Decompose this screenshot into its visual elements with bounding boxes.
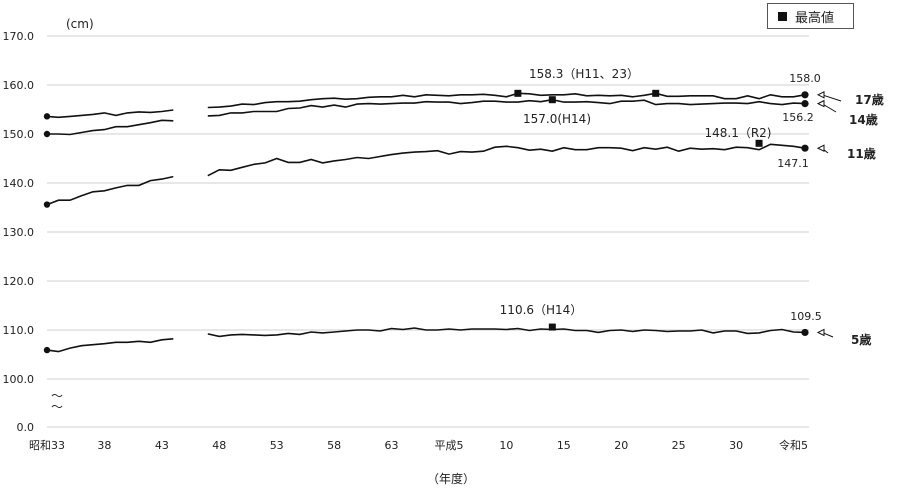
series-pointer-arrowhead	[816, 144, 825, 153]
max-value-label: 148.1（R2)	[704, 126, 771, 140]
series-name-label: 17歳	[855, 92, 884, 107]
x-tick-label: 平成5	[434, 439, 463, 452]
end-point	[801, 144, 809, 152]
series-11歳	[43, 139, 809, 208]
x-tick-label: 53	[270, 439, 284, 452]
end-value-label: 156.2	[782, 111, 814, 124]
y-tick-label: 150.0	[3, 128, 35, 141]
max-marker	[514, 89, 522, 97]
end-point	[801, 328, 809, 337]
max-marker	[548, 323, 556, 331]
x-tick-label: 48	[212, 439, 226, 452]
legend-label: 最高値	[795, 10, 835, 26]
y-tick-label: 120.0	[3, 275, 35, 288]
series-name-label: 14歳	[849, 112, 878, 127]
y-tick-labels: 0.0 100.0 110.0 120.0 130.0 140.0 150.0 160.0 17…	[3, 30, 35, 434]
y-tick-label: 170.0	[3, 30, 35, 43]
max-value-label: 158.3（H11、23）	[529, 67, 639, 81]
x-tick-label: 58	[327, 439, 341, 452]
series-line	[207, 327, 806, 338]
max-marker	[755, 139, 763, 147]
max-marker	[652, 89, 660, 97]
x-axis-label: （年度）	[427, 471, 475, 486]
series-line	[46, 175, 174, 206]
series-line	[47, 119, 174, 136]
grid-layer	[47, 35, 809, 428]
axis-break-line: ～	[51, 400, 63, 414]
series-name-label: 11歳	[847, 146, 876, 161]
series-14歳	[43, 96, 809, 138]
x-tick-label: 10	[499, 439, 513, 452]
x-tick-label: 令和5	[779, 438, 808, 452]
series-line	[207, 92, 806, 109]
y-tick-label: 110.0	[3, 324, 35, 337]
series-name-label: 5歳	[851, 332, 871, 347]
start-point	[43, 130, 51, 138]
x-tick-label: 38	[97, 439, 111, 452]
y-tick-label: 130.0	[3, 226, 35, 239]
x-tick-label: 昭和33	[29, 439, 65, 452]
series-line	[46, 338, 174, 353]
series-pointer-arrowhead	[816, 90, 825, 99]
series-layer	[43, 89, 809, 354]
x-tick-label: 63	[385, 439, 399, 452]
legend: 最高値	[767, 3, 854, 29]
max-marker	[548, 96, 556, 104]
series-line	[207, 143, 806, 177]
series-pointer-arrowhead	[816, 328, 825, 337]
end-point	[801, 91, 809, 99]
x-tick-label: 15	[557, 439, 571, 452]
axis-break-line: ～	[51, 389, 63, 403]
series-5歳	[43, 323, 809, 354]
series-line	[46, 109, 174, 119]
y-tick-label: 160.0	[3, 79, 35, 92]
max-value-label: 110.6（H14）	[500, 303, 583, 317]
end-value-label: 158.0	[789, 72, 821, 85]
end-value-label: 109.5	[790, 310, 822, 323]
x-tick-label: 30	[729, 439, 743, 452]
series-17歳	[43, 89, 809, 120]
x-tick-label: 20	[614, 439, 628, 452]
series-line	[207, 98, 806, 117]
y-tick-label: 140.0	[3, 177, 35, 190]
axis-break-symbol: ～～	[51, 389, 63, 414]
y-axis-label: (cm)	[66, 17, 94, 31]
start-point	[43, 113, 51, 120]
series-pointer-line	[821, 94, 842, 102]
start-point	[43, 201, 51, 208]
series-pointer-arrowhead	[816, 99, 825, 108]
start-point	[43, 346, 51, 354]
max-value-label: 157.0(H14)	[523, 112, 591, 126]
x-tick-label: 43	[155, 439, 169, 452]
legend-max-marker-icon	[778, 11, 787, 21]
end-point	[801, 100, 809, 108]
y-tick-label: 0.0	[17, 421, 35, 434]
x-tick-label: 25	[672, 439, 686, 452]
annotation-layer: 17歳 158.0 14歳 156.2 11歳 147.1 5歳 109.5 158.3（H11…	[500, 67, 884, 347]
x-tick-labels: 昭和33 38 43 48 53 58 63 平成5 10 15 20 25 30 令和5	[29, 438, 808, 452]
end-value-label: 147.1	[777, 157, 809, 170]
y-tick-label: 100.0	[3, 373, 35, 386]
